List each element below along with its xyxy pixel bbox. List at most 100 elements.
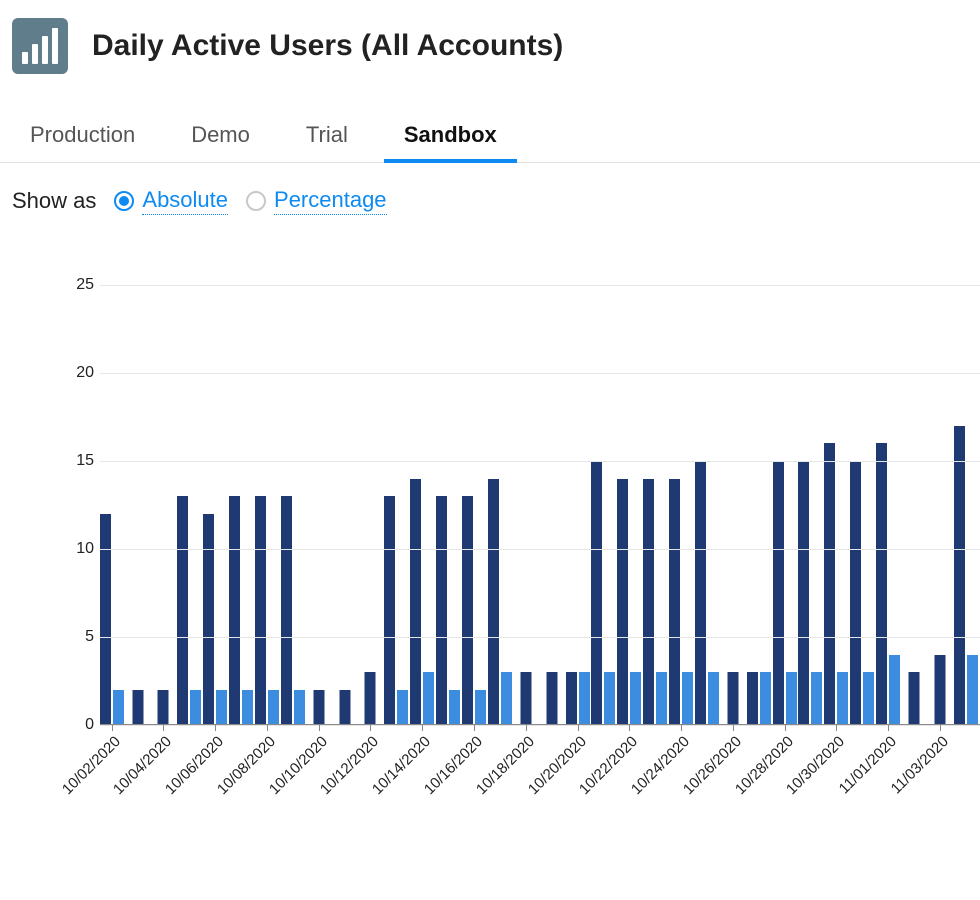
chart: 10/02/202010/04/202010/06/202010/08/2020… — [50, 285, 980, 845]
bar-series-a — [773, 461, 784, 725]
x-axis: 10/02/202010/04/202010/06/202010/08/2020… — [100, 725, 980, 845]
bar-series-b — [967, 655, 978, 725]
bar-group — [462, 496, 486, 725]
bar-chart-icon — [12, 18, 68, 74]
bar-series-b — [190, 690, 201, 725]
bar-series-b — [579, 672, 590, 725]
bar-series-a — [798, 461, 809, 725]
bar-group — [546, 672, 557, 725]
bar-series-b — [760, 672, 771, 725]
bar-group — [566, 672, 590, 725]
bar-series-a — [850, 461, 861, 725]
tab-trial[interactable]: Trial — [278, 108, 376, 162]
icon-bar — [22, 52, 28, 64]
x-tick — [733, 725, 734, 731]
bar-group — [747, 672, 771, 725]
x-tick — [629, 725, 630, 731]
bar-group — [339, 690, 350, 725]
bar-group — [934, 655, 945, 725]
tab-demo[interactable]: Demo — [163, 108, 278, 162]
radio-icon — [246, 191, 266, 211]
bar-series-a — [203, 514, 214, 725]
bar-series-a — [643, 479, 654, 725]
show-as-percentage[interactable]: Percentage — [246, 187, 387, 215]
y-tick-label: 15 — [50, 452, 94, 470]
bar-series-a — [436, 496, 447, 725]
bar-series-a — [876, 443, 887, 725]
bar-group — [520, 672, 531, 725]
icon-bar — [42, 36, 48, 64]
tabs: ProductionDemoTrialSandbox — [0, 108, 980, 163]
bar-series-b — [216, 690, 227, 725]
bar-series-a — [591, 461, 602, 725]
show-as-label: Show as — [12, 188, 96, 214]
bar-group — [591, 461, 615, 725]
bar-group — [954, 426, 978, 725]
bar-series-a — [410, 479, 421, 725]
bar-group — [313, 690, 324, 725]
x-tick — [319, 725, 320, 731]
bar-group — [773, 461, 797, 725]
bar-series-b — [708, 672, 719, 725]
bar-group — [617, 479, 641, 725]
bar-group — [798, 461, 822, 725]
bar-group — [488, 479, 512, 725]
bar-series-b — [113, 690, 124, 725]
tab-production[interactable]: Production — [12, 108, 163, 162]
gridline — [100, 373, 980, 374]
bar-series-a — [520, 672, 531, 725]
gridline — [100, 549, 980, 550]
radio-label: Absolute — [142, 187, 228, 215]
bar-group — [255, 496, 279, 725]
x-tick — [526, 725, 527, 731]
bar-series-a — [954, 426, 965, 725]
bar-series-a — [695, 461, 706, 725]
x-tick — [163, 725, 164, 731]
icon-bar — [32, 44, 38, 64]
tab-sandbox[interactable]: Sandbox — [376, 108, 525, 162]
y-tick-label: 25 — [50, 276, 94, 294]
x-tick — [940, 725, 941, 731]
show-as-absolute[interactable]: Absolute — [114, 187, 228, 215]
bar-series-b — [656, 672, 667, 725]
bar-group — [436, 496, 460, 725]
bar-series-a — [100, 514, 111, 725]
bar-series-a — [158, 690, 169, 725]
gridline — [100, 285, 980, 286]
bar-group — [384, 496, 408, 725]
x-tick — [422, 725, 423, 731]
bar-series-a — [546, 672, 557, 725]
bar-series-b — [786, 672, 797, 725]
bar-group — [410, 479, 434, 725]
bar-series-a — [177, 496, 188, 725]
bar-series-a — [488, 479, 499, 725]
bar-series-b — [475, 690, 486, 725]
bar-group — [158, 690, 169, 725]
bar-series-b — [449, 690, 460, 725]
radio-label: Percentage — [274, 187, 387, 215]
gridline — [100, 461, 980, 462]
bar-group — [824, 443, 848, 725]
bar-series-b — [863, 672, 874, 725]
bar-group — [727, 672, 738, 725]
bar-group — [695, 461, 719, 725]
x-tick — [267, 725, 268, 731]
gridline — [100, 637, 980, 638]
y-tick-label: 0 — [50, 716, 94, 734]
bar-group — [365, 672, 376, 725]
bar-series-a — [339, 690, 350, 725]
bar-group — [909, 672, 920, 725]
bar-group — [203, 514, 227, 725]
bar-series-b — [242, 690, 253, 725]
bar-series-a — [824, 443, 835, 725]
x-tick — [370, 725, 371, 731]
bar-series-b — [630, 672, 641, 725]
bar-series-a — [462, 496, 473, 725]
bar-series-b — [397, 690, 408, 725]
x-tick — [836, 725, 837, 731]
bar-group — [876, 443, 900, 725]
bar-series-a — [566, 672, 577, 725]
bar-series-a — [384, 496, 395, 725]
bar-series-a — [617, 479, 628, 725]
bar-series-b — [889, 655, 900, 725]
